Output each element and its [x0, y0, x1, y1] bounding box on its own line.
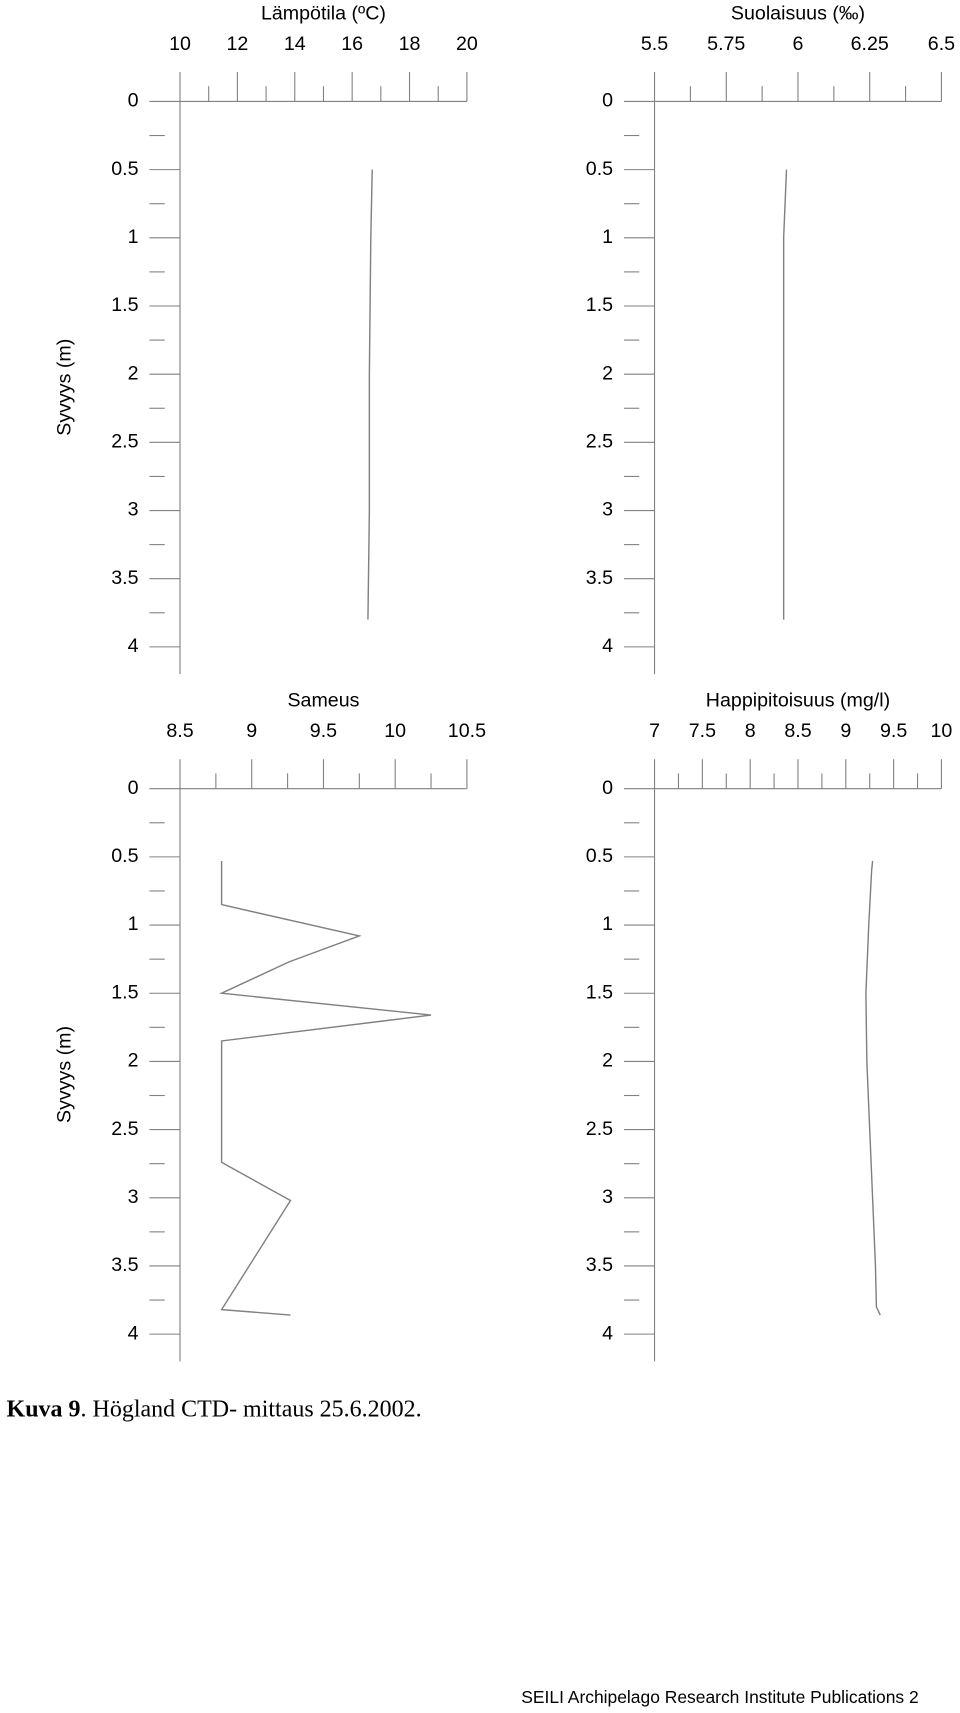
x-tick-label: 9.5	[310, 720, 337, 742]
x-tick-label: 9.5	[880, 720, 907, 742]
x-tick-label: 10	[931, 720, 953, 742]
y-tick-label: 1	[602, 913, 613, 935]
x-tick-label: 9	[840, 720, 851, 742]
x-tick-label: 5.75	[707, 33, 745, 55]
y-tick-label: 3.5	[111, 1254, 138, 1276]
caption-label: Kuva 9	[7, 1396, 81, 1422]
y-tick-label: 3	[128, 499, 139, 521]
y-tick-label: 2	[128, 1050, 139, 1072]
profile-line	[782, 169, 788, 620]
chart-title: Happipitoisuus (mg/l)	[706, 690, 890, 712]
y-tick-label: 2.5	[111, 431, 138, 453]
x-tick-label: 7.5	[689, 720, 716, 742]
x-tick-label: 6.5	[928, 33, 955, 55]
x-tick-label: 8	[745, 720, 756, 742]
chart-title: Lämpötila (ºC)	[261, 2, 386, 24]
y-tick-label: 3.5	[586, 1254, 613, 1276]
y-tick-label: 2	[602, 1050, 613, 1072]
caption: Kuva 9. Högland CTD- mittaus 25.6.2002.	[7, 1396, 422, 1422]
y-tick-label: 1	[128, 913, 139, 935]
profile-line	[367, 169, 373, 620]
y-tick-label: 3	[602, 499, 613, 521]
y-tick-label: 0.5	[111, 845, 138, 867]
caption-text: . Högland CTD- mittaus 25.6.2002.	[81, 1396, 422, 1422]
y-tick-label: 4	[602, 635, 613, 657]
chart-title: Sameus	[287, 690, 359, 712]
x-tick-label: 6	[793, 33, 804, 55]
y-tick-label: 0.5	[586, 845, 613, 867]
y-tick-label: 2.5	[586, 431, 613, 453]
x-tick-label: 10	[384, 720, 406, 742]
x-tick-label: 14	[284, 33, 306, 55]
y-tick-label: 0	[128, 777, 139, 799]
y-axis-label: Syvyys (m)	[54, 339, 76, 436]
y-tick-label: 0	[128, 90, 139, 112]
x-tick-label: 6.25	[851, 33, 889, 55]
y-tick-label: 1	[128, 226, 139, 248]
x-tick-label: 18	[399, 33, 421, 55]
y-tick-label: 1.5	[111, 981, 138, 1003]
y-axis-label: Syvyys (m)	[54, 1026, 76, 1123]
x-tick-label: 9	[246, 720, 257, 742]
x-tick-label: 8.5	[166, 720, 193, 742]
y-tick-label: 0.5	[586, 158, 613, 180]
y-tick-label: 4	[128, 1322, 139, 1344]
footer: SEILI Archipelago Research Institute Pub…	[521, 1687, 918, 1707]
x-tick-label: 5.5	[641, 33, 668, 55]
x-tick-label: 20	[456, 33, 478, 55]
y-tick-label: 2.5	[586, 1118, 613, 1140]
y-tick-label: 3.5	[586, 567, 613, 589]
y-tick-label: 2	[128, 362, 139, 384]
y-tick-label: 1	[602, 226, 613, 248]
y-tick-label: 4	[128, 635, 139, 657]
y-tick-label: 1.5	[111, 294, 138, 316]
chart-title: Suolaisuus (‰)	[731, 2, 865, 24]
y-tick-label: 3.5	[111, 567, 138, 589]
profile-line	[865, 860, 881, 1316]
y-tick-label: 3	[128, 1186, 139, 1208]
y-tick-label: 0	[602, 90, 613, 112]
profile-line	[218, 860, 432, 1316]
y-tick-label: 3	[602, 1186, 613, 1208]
x-tick-label: 10	[169, 33, 191, 55]
y-tick-label: 4	[602, 1322, 613, 1344]
y-tick-label: 1.5	[586, 294, 613, 316]
x-tick-label: 7	[649, 720, 660, 742]
y-tick-label: 0.5	[111, 158, 138, 180]
x-tick-label: 8.5	[784, 720, 811, 742]
y-tick-label: 0	[602, 777, 613, 799]
y-tick-label: 2	[602, 362, 613, 384]
y-tick-label: 1.5	[586, 981, 613, 1003]
x-tick-label: 10.5	[448, 720, 486, 742]
x-tick-label: 12	[226, 33, 248, 55]
x-tick-label: 16	[341, 33, 363, 55]
y-tick-label: 2.5	[111, 1118, 138, 1140]
